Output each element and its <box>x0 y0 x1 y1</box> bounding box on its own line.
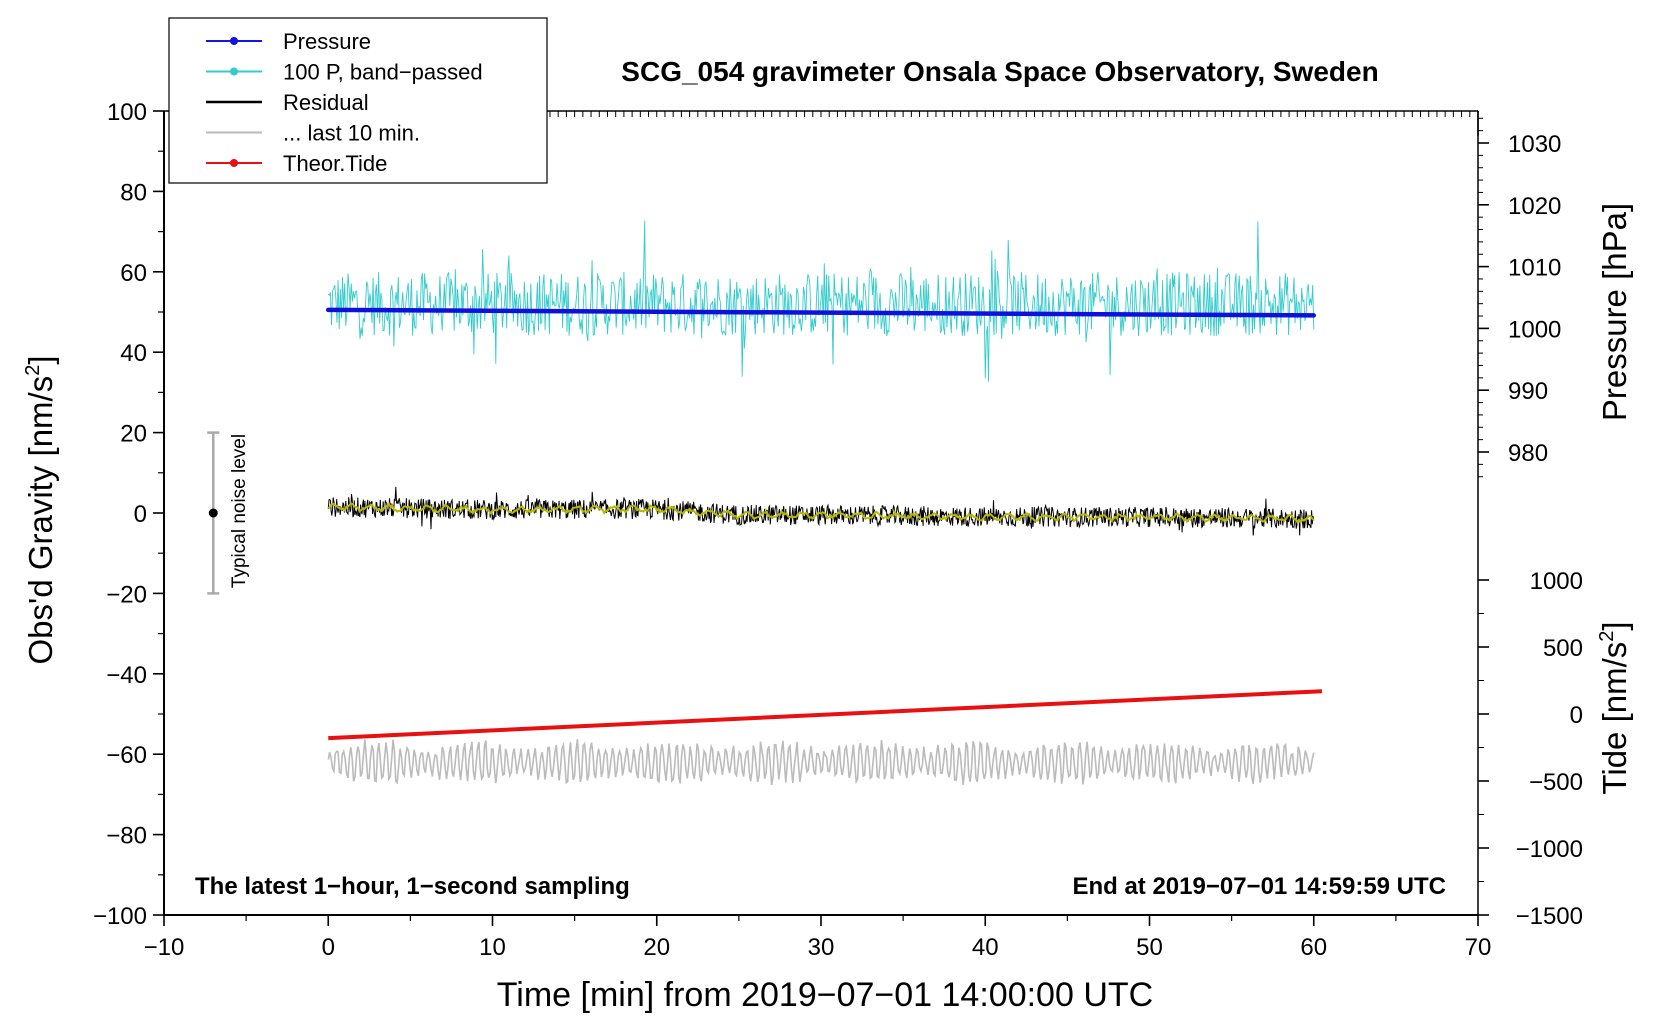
end-time-annotation: End at 2019−07−01 14:59:59 UTC <box>1072 873 1446 900</box>
y-tick-label: 0 <box>134 501 147 528</box>
pressure-tick-label: 990 <box>1508 378 1548 405</box>
x-tick-label: 70 <box>1465 934 1492 961</box>
pressure-axis-label-text: Pressure [hPa] <box>1596 203 1633 421</box>
legend-label: Pressure <box>283 29 371 54</box>
legend-box <box>168 17 548 184</box>
chart-title: SCG_054 gravimeter Onsala Space Observat… <box>621 56 1378 87</box>
x-tick-label: 60 <box>1300 934 1327 961</box>
tide-tick-label: 500 <box>1543 635 1583 662</box>
left-y-axis-ticks: −100 −80 −60 −40 −20 0 20 40 60 80 100 <box>93 99 164 930</box>
pressure-tick-label: 980 <box>1508 440 1548 467</box>
y-tick-label: 40 <box>120 340 147 367</box>
residual-smoothed-series <box>327 502 1315 525</box>
noise-bar-center-dot <box>208 508 218 518</box>
tide-axis-ticks: −1500 −1000 −500 0 500 1000 <box>1478 568 1583 930</box>
pressure-tick-label: 1010 <box>1508 255 1561 282</box>
legend-label: Residual <box>283 90 369 115</box>
y-tick-label: 80 <box>120 179 147 206</box>
pressure-tick-label: 1000 <box>1508 316 1561 343</box>
legend-label: 100 P, band−passed <box>283 60 483 85</box>
x-tick-label: 40 <box>972 934 999 961</box>
residual-line <box>327 486 1315 536</box>
bandpassed-line <box>327 220 1315 382</box>
y-tick-label: 100 <box>107 99 147 126</box>
legend-label: ... last 10 min. <box>283 121 420 146</box>
tide-line <box>328 689 1323 741</box>
pressure-line <box>326 307 1316 318</box>
tide-axis-label: Tide [nm/s2] <box>1596 621 1633 794</box>
tide-tick-label: −1500 <box>1516 903 1583 930</box>
noise-level-label: Typical noise level <box>229 434 250 588</box>
x-tick-label: 30 <box>808 934 835 961</box>
pressure-tick-label: 1030 <box>1508 131 1561 158</box>
x-tick-label: 0 <box>322 934 335 961</box>
x-tick-label: 50 <box>1136 934 1163 961</box>
left-y-axis-label: Obs'd Gravity [nm/s2] <box>22 356 59 665</box>
noise-level-bar <box>207 431 220 595</box>
legend-label: Theor.Tide <box>283 151 387 176</box>
x-tick-label: 20 <box>643 934 670 961</box>
y-tick-label: −60 <box>106 742 147 769</box>
y-tick-label: −100 <box>93 903 147 930</box>
tide-tick-label: −1000 <box>1516 836 1583 863</box>
y-tick-label: −40 <box>106 662 147 689</box>
y-tick-label: −20 <box>106 581 147 608</box>
noise-level-label-text: Typical noise level <box>229 434 250 588</box>
tide-tick-label: 0 <box>1570 702 1583 729</box>
last-10-min-series <box>327 739 1315 786</box>
left-y-axis-label-text: Obs'd Gravity [nm/s2] <box>22 356 59 665</box>
legend-swatch-marker <box>230 37 238 45</box>
x-tick-label: −10 <box>144 934 185 961</box>
pressure-axis-label: Pressure [hPa] <box>1596 203 1633 421</box>
sampling-annotation: The latest 1−hour, 1−second sampling <box>195 873 630 900</box>
legend-swatch-marker <box>230 67 238 76</box>
residual-smoothed-line <box>327 502 1315 525</box>
x-axis-ticks: −10 0 10 20 30 40 50 60 70 <box>144 915 1492 961</box>
residual-series <box>327 486 1315 536</box>
tide-tick-label: −500 <box>1529 769 1583 796</box>
x-tick-label: 10 <box>479 934 506 961</box>
y-tick-label: 60 <box>120 260 147 287</box>
pressure-tick-label: 1020 <box>1508 193 1561 220</box>
y-tick-label: −80 <box>106 823 147 850</box>
bandpassed-pressure-series <box>327 220 1315 382</box>
tide-axis-label-text: Tide [nm/s2] <box>1596 621 1633 794</box>
y-tick-label: 20 <box>120 421 147 448</box>
theoretical-tide-series <box>328 689 1323 741</box>
tide-tick-label: 1000 <box>1530 568 1583 595</box>
legend-swatch-marker <box>230 159 238 167</box>
pressure-axis-ticks: 980 990 1000 1010 1020 1030 <box>1477 111 1561 478</box>
x-axis-label: Time [min] from 2019−07−01 14:00:00 UTC <box>497 976 1153 1014</box>
pressure-series <box>326 307 1316 318</box>
last-10-min-line <box>327 739 1315 786</box>
legend: Pressure 100 P, band−passed Residual ... la… <box>168 17 548 184</box>
